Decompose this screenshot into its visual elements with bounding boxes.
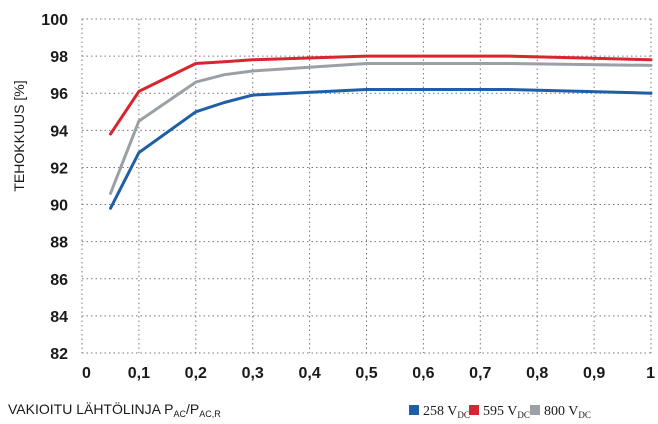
x-tick-label: 0,4: [298, 365, 320, 382]
legend-label: 595 VDC: [483, 404, 530, 420]
y-axis-title: TEHOKKUUS [%]: [11, 80, 27, 191]
y-tick-label: 96: [50, 86, 68, 103]
legend: 258 VDC 595 VDC 800 VDC: [409, 404, 591, 420]
x-tick-labels: 0 0,1 0,2 0,3 0,4 0,5 0,6 0,7 0,8 0,9 1: [82, 365, 655, 382]
y-tick-label: 92: [50, 160, 68, 177]
x-axis-title-main: VAKIOITU LÄHTÖLINJA P: [8, 400, 173, 417]
grid: [81, 18, 652, 354]
y-tick-labels: 82 84 86 88 90 92 94 96 98 100: [41, 12, 68, 363]
legend-swatch: [469, 405, 479, 415]
legend-swatch: [530, 405, 540, 415]
y-tick-label: 82: [50, 346, 68, 363]
x-tick-label: 0,2: [185, 365, 207, 382]
x-axis-title-sub2: AC,R: [199, 409, 221, 419]
series-line-2: [109, 54, 653, 136]
legend-label: 800 VDC: [544, 404, 591, 420]
y-tick-label: 84: [50, 309, 68, 326]
x-tick-label: 0,8: [526, 365, 548, 382]
y-tick-label: 98: [50, 49, 68, 66]
y-tick-label: 100: [41, 12, 68, 29]
series-lines: [109, 54, 653, 210]
x-axis-title: VAKIOITU LÄHTÖLINJA PAC/PAC,R: [8, 400, 221, 419]
x-tick-label: 1: [646, 365, 655, 382]
x-tick-label: 0,6: [412, 365, 434, 382]
y-tick-label: 94: [50, 123, 68, 140]
legend-label: 258 VDC: [423, 404, 470, 420]
x-tick-label: 0,7: [469, 365, 491, 382]
x-axis-title-sub1: AC: [173, 409, 186, 419]
y-tick-label: 86: [50, 272, 68, 289]
x-axis-title-mid: /P: [186, 401, 199, 417]
series-line-1: [109, 88, 653, 210]
x-tick-label: 0,9: [583, 365, 605, 382]
x-tick-label: 0,1: [128, 365, 150, 382]
y-tick-label: 88: [50, 235, 68, 252]
legend-swatch: [409, 405, 419, 415]
x-tick-label: 0,3: [242, 365, 264, 382]
x-tick-label: 0: [82, 365, 91, 382]
x-tick-label: 0,5: [355, 365, 377, 382]
series-line-3: [109, 62, 653, 195]
y-tick-label: 90: [50, 198, 68, 215]
